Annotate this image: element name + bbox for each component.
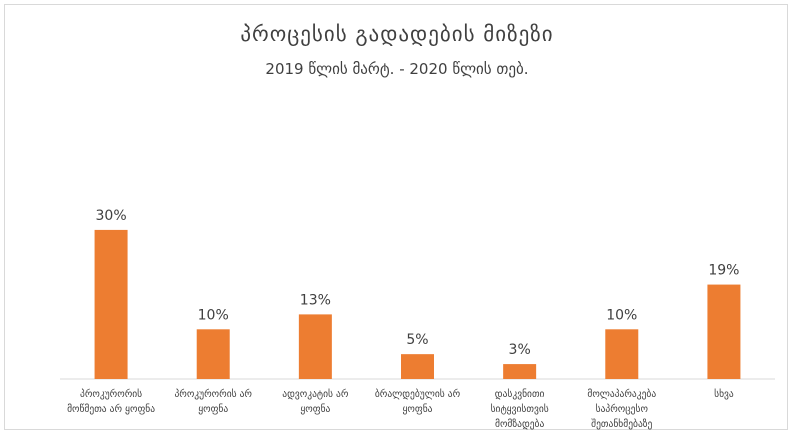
x-tick-label: ყოფნა	[300, 404, 330, 415]
x-tick-label: საპროცესო	[596, 404, 648, 415]
data-label: 30%	[96, 208, 127, 224]
x-tick-label: შეთანხმებაზე	[591, 419, 652, 430]
data-label: 10%	[198, 307, 229, 323]
x-tick-label: მომზადება	[495, 419, 544, 430]
x-tick-label: პროკურორის არ	[174, 389, 252, 400]
chart-title: პროცესის გადადების მიზეზი	[240, 22, 554, 46]
x-tick-label: ყოფნა	[198, 404, 228, 415]
bar	[707, 284, 741, 379]
data-label: 5%	[406, 332, 428, 348]
bar	[605, 329, 639, 379]
x-tick-label: ყოფნა	[402, 404, 432, 415]
bar	[503, 364, 537, 379]
x-tick-label: დასკვნითი	[495, 389, 545, 400]
bar	[298, 314, 332, 379]
chart-subtitle: 2019 წლის მარტ. - 2020 წლის თებ.	[265, 60, 529, 78]
data-label: 10%	[606, 307, 637, 323]
x-tick-label: მოლაპარაკება	[587, 389, 656, 400]
x-tick-label: ბრალდებულის არ	[375, 389, 461, 400]
x-tick-label: სხვა	[714, 389, 734, 400]
x-tick-label: პროკურორის	[80, 389, 142, 400]
data-label: 13%	[300, 292, 331, 308]
x-tick-label: სიტყვისთვის	[491, 404, 549, 415]
chart-frame	[4, 4, 788, 430]
data-label: 19%	[708, 263, 739, 279]
bar	[196, 329, 230, 379]
x-tick-label: ადვოკატის არ	[282, 389, 349, 400]
bar	[94, 229, 128, 379]
x-tick-label: მოწმეთა არ ყოფნა	[67, 404, 155, 415]
bar	[401, 354, 434, 379]
data-label: 3%	[509, 342, 531, 358]
